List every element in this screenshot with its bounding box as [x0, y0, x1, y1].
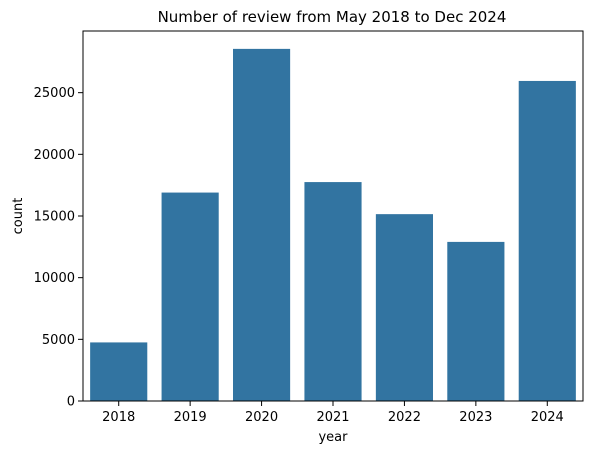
y-tick-label: 15000 — [34, 210, 75, 225]
bar-2024 — [518, 80, 576, 401]
y-tick-label: 5000 — [42, 333, 75, 348]
plot-frame — [82, 30, 584, 402]
bar-2020 — [233, 48, 291, 402]
x-tick-label: 2023 — [459, 410, 492, 425]
x-tick-label: 2024 — [531, 410, 564, 425]
y-tick-label: 0 — [67, 395, 75, 410]
chart-title: Number of review from May 2018 to Dec 20… — [158, 8, 507, 26]
y-axis-label: count — [11, 198, 26, 235]
y-tick-label: 20000 — [34, 148, 75, 163]
y-axis-ticks: 0 5000 10000 15000 20000 25000 — [34, 86, 83, 410]
y-tick-label: 10000 — [34, 271, 75, 286]
bar-2019 — [161, 192, 219, 401]
bars-group — [90, 48, 576, 402]
y-tick-label: 25000 — [34, 86, 75, 101]
bar-2018 — [90, 342, 148, 401]
x-tick-label: 2020 — [245, 410, 278, 425]
bar-2023 — [447, 241, 505, 401]
x-tick-label: 2022 — [388, 410, 421, 425]
bar-2021 — [304, 182, 362, 401]
x-tick-label: 2018 — [102, 410, 135, 425]
bar-2022 — [375, 214, 433, 401]
x-axis-label: year — [318, 430, 348, 445]
x-axis-ticks: 2018 2019 2020 2021 2022 2023 2024 — [102, 401, 564, 425]
x-tick-label: 2019 — [174, 410, 207, 425]
x-tick-label: 2021 — [316, 410, 349, 425]
